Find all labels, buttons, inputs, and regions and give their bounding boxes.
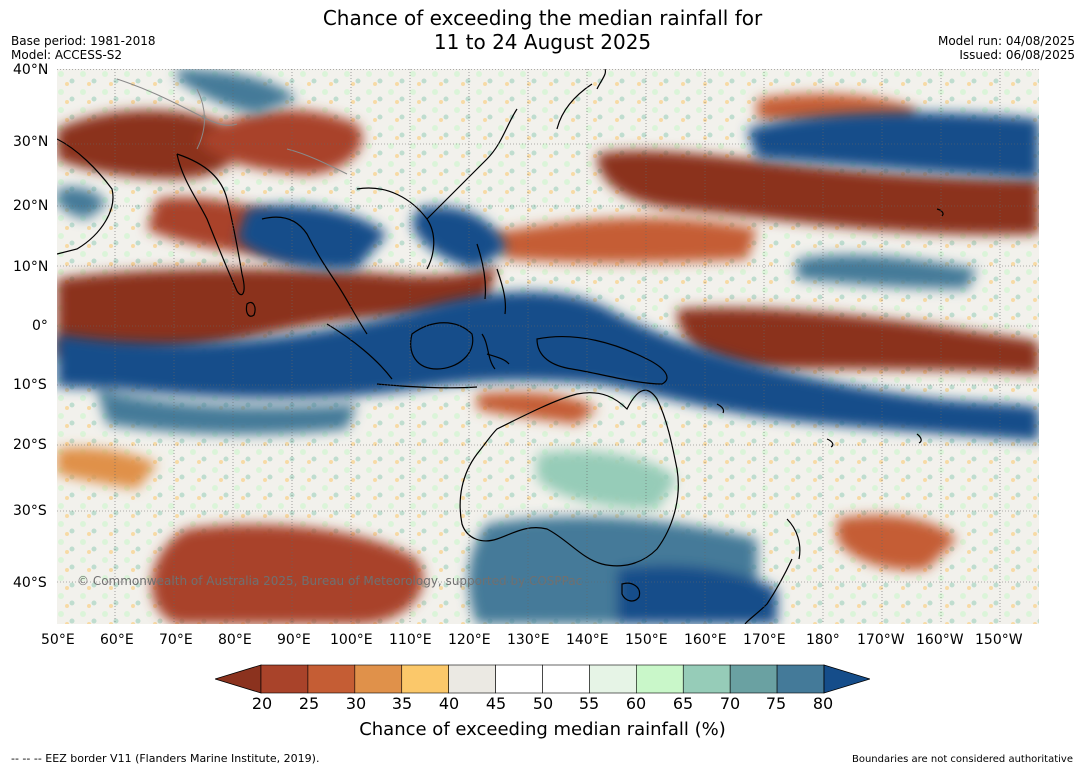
- map-field: © Commonwealth of Australia 2025, Bureau…: [57, 69, 1039, 624]
- colorbar-tick: 70: [719, 694, 741, 713]
- graticule: [57, 69, 1039, 624]
- colorbar-extend-high: [823, 664, 870, 694]
- lon-label: 120°E: [448, 632, 491, 648]
- lon-label: 50°E: [41, 632, 75, 648]
- colorbar-tick: 80: [812, 694, 834, 713]
- colorbar-extend-low: [215, 664, 262, 694]
- lon-label: 90°E: [277, 632, 311, 648]
- lon-label: 130°E: [507, 632, 550, 648]
- issued-date: Issued: 06/08/2025: [959, 48, 1075, 62]
- colorbar-tick: 20: [251, 694, 273, 713]
- colorbar-segment: [636, 664, 684, 694]
- colorbar-tick: 45: [485, 694, 507, 713]
- colorbar-tick: 60: [625, 694, 647, 713]
- colorbar-tick: 50: [532, 694, 554, 713]
- lon-label: 180°: [806, 632, 840, 648]
- copyright-notice: © Commonwealth of Australia 2025, Bureau…: [77, 574, 582, 588]
- map-title-line-1: Chance of exceeding the median rainfall …: [322, 6, 763, 30]
- lon-label: 170°W: [857, 632, 905, 648]
- colorbar-segment: [729, 664, 778, 694]
- colorbar-segment: [542, 664, 590, 694]
- lat-label: 30°N: [13, 134, 49, 150]
- model-run: Model run: 04/08/2025: [937, 34, 1075, 48]
- coastlines: [57, 69, 944, 624]
- colorbar-tick: 35: [391, 694, 413, 713]
- colorbar-segment: [307, 664, 356, 694]
- lon-label: 160°W: [916, 632, 964, 648]
- lon-label: 80°E: [218, 632, 252, 648]
- lon-label: 140°E: [566, 632, 609, 648]
- boundary-disclaimer: Boundaries are not considered authoritat…: [851, 754, 1073, 765]
- colorbar-segment: [448, 664, 496, 694]
- eez-note: -- -- -- EEZ border V11 (Flanders Marine…: [11, 752, 320, 765]
- lat-label: 20°S: [13, 437, 47, 453]
- map-title-line-2: 11 to 24 August 2025: [433, 30, 652, 54]
- colorbar-tick: 65: [672, 694, 694, 713]
- base-period: Base period: 1981-2018: [11, 34, 156, 48]
- lat-label: 30°S: [13, 503, 47, 519]
- colorbar-segment: [260, 664, 309, 694]
- lon-label: 110°E: [389, 632, 432, 648]
- colorbar-tick: 75: [765, 694, 787, 713]
- lat-label: 20°N: [13, 198, 49, 214]
- lon-label: 150°W: [975, 632, 1023, 648]
- lon-label: 60°E: [100, 632, 134, 648]
- lat-label: 10°S: [13, 377, 47, 393]
- lat-label: 10°N: [13, 259, 49, 275]
- colorbar-segment: [401, 664, 449, 694]
- colorbar-segment: [776, 664, 825, 694]
- colorbar-segment: [682, 664, 731, 694]
- lon-label: 160°E: [684, 632, 727, 648]
- lat-label: 40°N: [13, 62, 49, 78]
- lon-label: 70°E: [159, 632, 193, 648]
- country-borders: [116, 78, 348, 175]
- lat-label: 40°S: [13, 575, 47, 591]
- colorbar-segment: [354, 664, 403, 694]
- lat-label: 0°: [32, 318, 48, 334]
- colorbar-tick: 30: [345, 694, 367, 713]
- model-name: Model: ACCESS-S2: [11, 48, 123, 62]
- colorbar-segment: [589, 664, 637, 694]
- rainfall-probability-map: © Commonwealth of Australia 2025, Bureau…: [57, 69, 1039, 624]
- lon-label: 150°E: [625, 632, 668, 648]
- colorbar-segment: [495, 664, 543, 694]
- colorbar-tick: 55: [578, 694, 600, 713]
- colorbar: [215, 664, 870, 694]
- colorbar-tick: 25: [298, 694, 320, 713]
- lon-label: 170°E: [743, 632, 786, 648]
- colorbar-label: Chance of exceeding median rainfall (%): [359, 719, 726, 740]
- colorbar-tick: 40: [438, 694, 460, 713]
- lon-label: 100°E: [330, 632, 373, 648]
